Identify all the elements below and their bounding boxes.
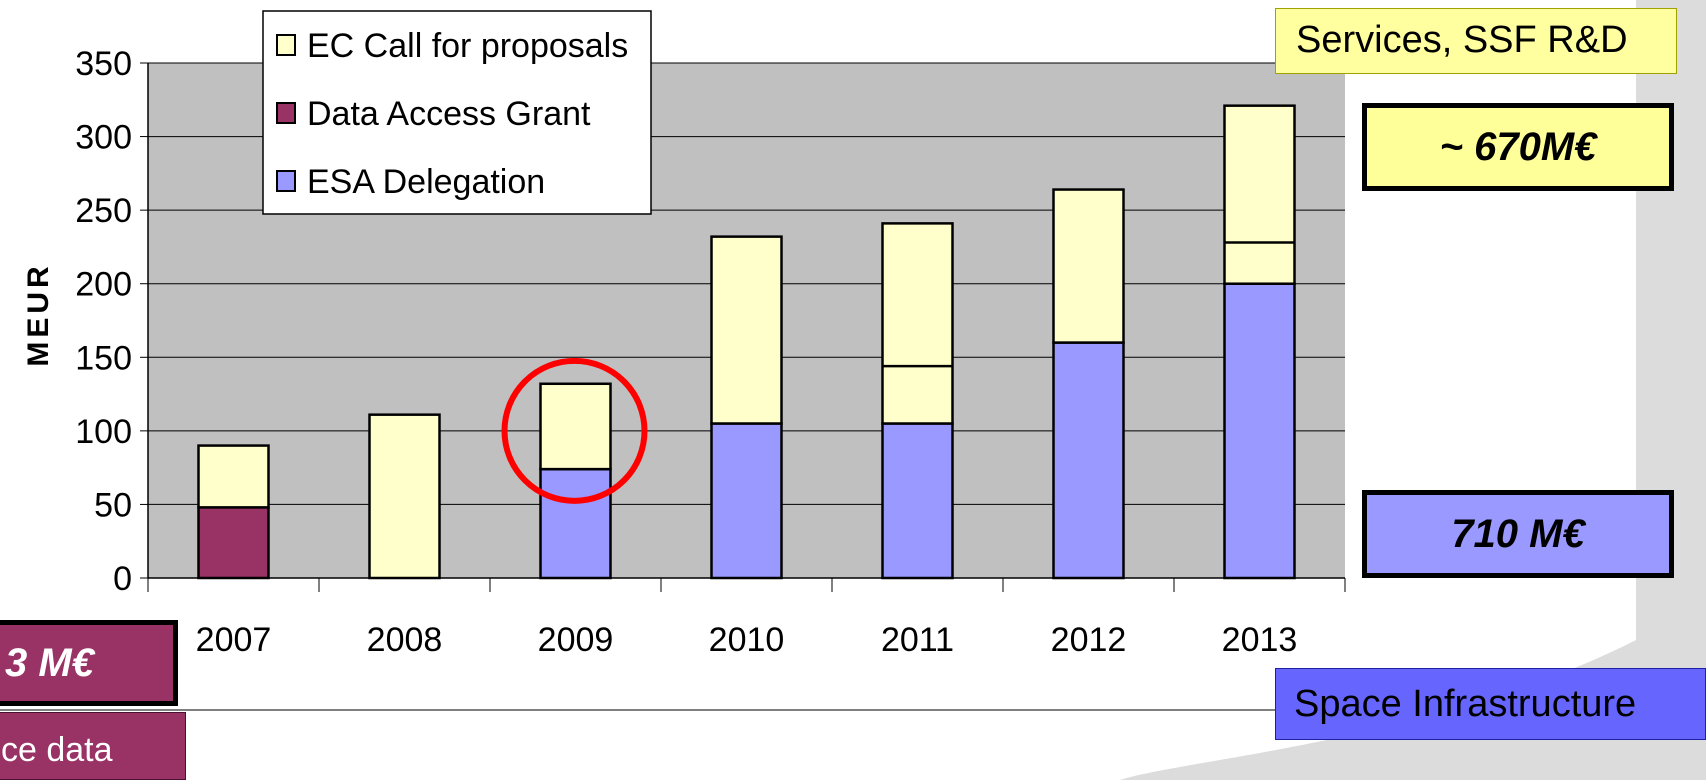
- bar-ec-call-for-proposals: [539, 382, 612, 471]
- legend: [262, 10, 652, 215]
- legend-label: ESA Delegation: [307, 163, 545, 201]
- x-tick-label: 2009: [538, 621, 614, 659]
- bar-data-access-grant: [197, 506, 270, 580]
- bar-ec-call-for-proposals: [1052, 188, 1125, 344]
- y-tick-label: 350: [75, 45, 132, 83]
- access-label: ce data: [1, 731, 113, 769]
- services-label: Services, SSF R&D: [1296, 19, 1628, 61]
- y-tick-label: 200: [75, 266, 132, 304]
- space-total-box: 710 M€: [1362, 490, 1674, 578]
- bar-esa-delegation: [539, 467, 612, 580]
- legend-swatch: [276, 34, 296, 56]
- y-tick-label: 150: [75, 339, 132, 377]
- services-total-box: ~ 670M€: [1362, 103, 1674, 191]
- bar-esa-delegation: [881, 422, 954, 580]
- y-tick-label: 250: [75, 192, 132, 230]
- access-label-box: ce data: [0, 712, 186, 780]
- y-tick-label: 50: [94, 486, 132, 524]
- y-tick-label: 300: [75, 119, 132, 157]
- bar-esa-delegation: [710, 422, 783, 580]
- bar-ec-call-for-proposals: [710, 235, 783, 425]
- y-tick-label: 0: [113, 560, 132, 598]
- space-label-box: Space Infrastructure: [1275, 668, 1706, 740]
- legend-label: EC Call for proposals: [307, 27, 628, 65]
- bar-ec-call-for-proposals: [1223, 104, 1296, 285]
- x-tick-label: 2013: [1222, 621, 1298, 659]
- legend-label: Data Access Grant: [307, 95, 591, 133]
- space-total: 710 M€: [1451, 512, 1585, 556]
- bar-ec-call-for-proposals: [368, 413, 441, 580]
- x-tick-label: 2007: [196, 621, 272, 659]
- y-tick-label: 100: [75, 413, 132, 451]
- legend-swatch: [276, 170, 296, 192]
- legend-swatch: [276, 102, 296, 124]
- x-tick-label: 2010: [709, 621, 785, 659]
- access-total-box: 3 M€: [0, 620, 178, 706]
- services-label-box: Services, SSF R&D: [1275, 8, 1677, 74]
- bar-esa-delegation: [1052, 341, 1125, 580]
- x-tick-label: 2011: [881, 621, 954, 659]
- bar-ec-call-for-proposals: [881, 222, 954, 425]
- services-total: ~ 670M€: [1439, 125, 1597, 169]
- bar-esa-delegation: [1223, 282, 1296, 580]
- bar-ec-call-for-proposals: [197, 444, 270, 509]
- access-total: 3 M€: [5, 641, 94, 685]
- x-tick-label: 2008: [367, 621, 443, 659]
- y-axis-label: MEUR: [22, 262, 55, 366]
- space-label: Space Infrastructure: [1294, 683, 1637, 725]
- highlight-circle: [501, 357, 648, 504]
- x-tick-label: 2012: [1051, 621, 1127, 659]
